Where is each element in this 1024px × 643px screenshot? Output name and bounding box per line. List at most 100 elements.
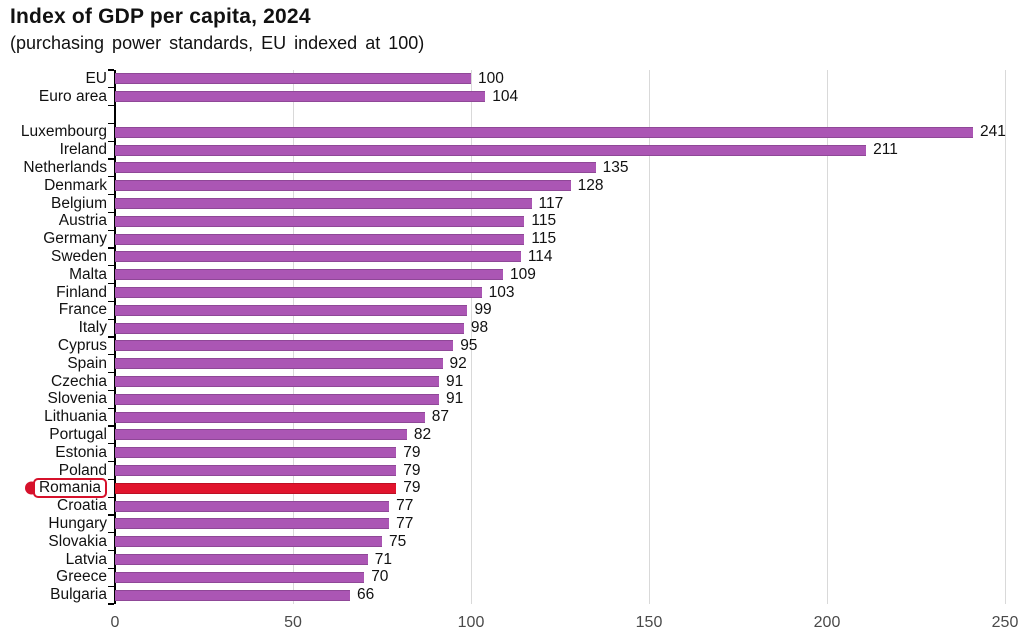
- category-label-austria: Austria: [58, 212, 107, 230]
- category-label-denmark: Denmark: [44, 176, 107, 194]
- bar-poland: [115, 465, 397, 476]
- y-axis-tick: [108, 105, 114, 107]
- x-tick-label-200: 200: [813, 614, 841, 631]
- x-tick-label-50: 50: [284, 614, 302, 631]
- value-label-slovakia: 75: [389, 532, 407, 550]
- value-label-slovenia: 91: [445, 390, 464, 408]
- x-tick-label-0: 0: [110, 614, 120, 631]
- bar-euro-area: [115, 91, 486, 103]
- value-label-finland: 103: [488, 283, 515, 301]
- y-axis-tick: [108, 389, 114, 392]
- gridline-200: [827, 70, 828, 604]
- category-label-ireland: Ireland: [59, 141, 107, 159]
- highlight-box: Romania: [32, 478, 107, 499]
- bar-finland: [115, 287, 482, 298]
- gridline-250: [1005, 70, 1006, 604]
- category-label-finland: Finland: [56, 283, 107, 301]
- value-label-estonia: 79: [403, 443, 421, 461]
- y-axis-tick: [108, 443, 114, 445]
- category-label-slovenia: Slovenia: [47, 390, 107, 408]
- y-axis-tick: [108, 122, 114, 125]
- bar-portugal: [115, 429, 407, 441]
- value-label-croatia: 77: [396, 497, 414, 515]
- category-label-sweden: Sweden: [50, 247, 107, 265]
- category-label-italy: Italy: [78, 319, 107, 337]
- bar-luxembourg: [115, 126, 973, 138]
- y-axis-tick: [108, 407, 114, 409]
- bar-croatia: [115, 500, 390, 512]
- y-axis-tick: [108, 478, 114, 481]
- gridline-150: [649, 70, 650, 604]
- chart-subtitle: (purchasing power standards, EU indexed …: [10, 33, 425, 53]
- bar-greece: [115, 571, 365, 583]
- bar-estonia: [115, 447, 397, 459]
- y-axis-tick: [108, 372, 114, 374]
- y-axis-line: [114, 70, 116, 604]
- value-label-spain: 92: [449, 354, 467, 372]
- y-axis-tick: [108, 176, 114, 178]
- value-label-netherlands: 135: [602, 158, 629, 176]
- bar-czechia: [115, 376, 439, 387]
- value-label-greece: 70: [371, 568, 389, 586]
- bar-france: [115, 304, 468, 316]
- y-axis-tick: [108, 496, 114, 498]
- y-axis-tick: [108, 300, 114, 303]
- bar-romania: [115, 482, 397, 494]
- value-label-cyprus: 95: [460, 336, 478, 354]
- y-axis-tick: [108, 532, 114, 534]
- category-label-eu: EU: [85, 69, 107, 87]
- y-axis-tick: [108, 283, 114, 285]
- category-label-latvia: Latvia: [65, 550, 107, 568]
- bar-eu: [115, 73, 471, 85]
- bar-denmark: [115, 180, 571, 192]
- category-label-cyprus: Cyprus: [57, 336, 107, 354]
- category-label-malta: Malta: [69, 265, 107, 283]
- value-label-hungary: 77: [396, 514, 414, 532]
- category-label-romania: Romania: [0, 478, 107, 499]
- y-axis-tick: [108, 550, 114, 552]
- category-label-euro-area: Euro area: [38, 87, 107, 105]
- y-axis-tick: [108, 461, 114, 463]
- bar-ireland: [115, 144, 867, 156]
- value-label-latvia: 71: [374, 550, 392, 568]
- value-label-malta: 109: [510, 265, 536, 283]
- chart-title: Index of GDP per capita, 2024: [10, 5, 311, 28]
- bar-bulgaria: [115, 589, 350, 601]
- bar-austria: [115, 215, 525, 227]
- category-label-greece: Greece: [56, 568, 107, 586]
- category-label-netherlands: Netherlands: [23, 158, 107, 176]
- category-label-slovakia: Slovakia: [48, 532, 107, 550]
- category-label-bulgaria: Bulgaria: [50, 586, 107, 604]
- y-axis-tick: [108, 158, 114, 160]
- value-label-lithuania: 87: [431, 408, 449, 426]
- bar-lithuania: [115, 411, 425, 423]
- category-label-portugal: Portugal: [49, 425, 107, 443]
- y-axis-tick: [108, 585, 114, 587]
- bar-netherlands: [115, 162, 596, 174]
- category-label-belgium: Belgium: [51, 194, 107, 212]
- category-label-hungary: Hungary: [48, 514, 107, 532]
- value-label-euro-area: 104: [492, 87, 519, 105]
- y-axis-tick: [108, 194, 114, 196]
- gridline-50: [293, 70, 294, 604]
- y-axis-tick: [108, 211, 114, 214]
- x-tick-label-100: 100: [457, 614, 485, 631]
- y-axis-tick: [108, 140, 114, 142]
- category-label-poland: Poland: [58, 461, 107, 479]
- bar-hungary: [115, 518, 390, 530]
- y-axis-tick: [108, 336, 114, 338]
- y-axis-tick: [108, 247, 114, 249]
- value-label-france: 99: [474, 301, 492, 319]
- value-label-sweden: 114: [527, 247, 553, 265]
- y-axis-tick: [108, 87, 114, 89]
- y-axis-tick: [108, 265, 114, 267]
- value-label-belgium: 117: [538, 194, 564, 212]
- value-label-romania: 79: [403, 479, 421, 497]
- bar-sweden: [115, 251, 521, 263]
- highlight-annotation: Romania: [24, 478, 107, 499]
- category-label-estonia: Estonia: [55, 443, 107, 461]
- bar-latvia: [115, 554, 368, 565]
- category-label-germany: Germany: [43, 230, 107, 248]
- value-label-eu: 100: [478, 69, 504, 87]
